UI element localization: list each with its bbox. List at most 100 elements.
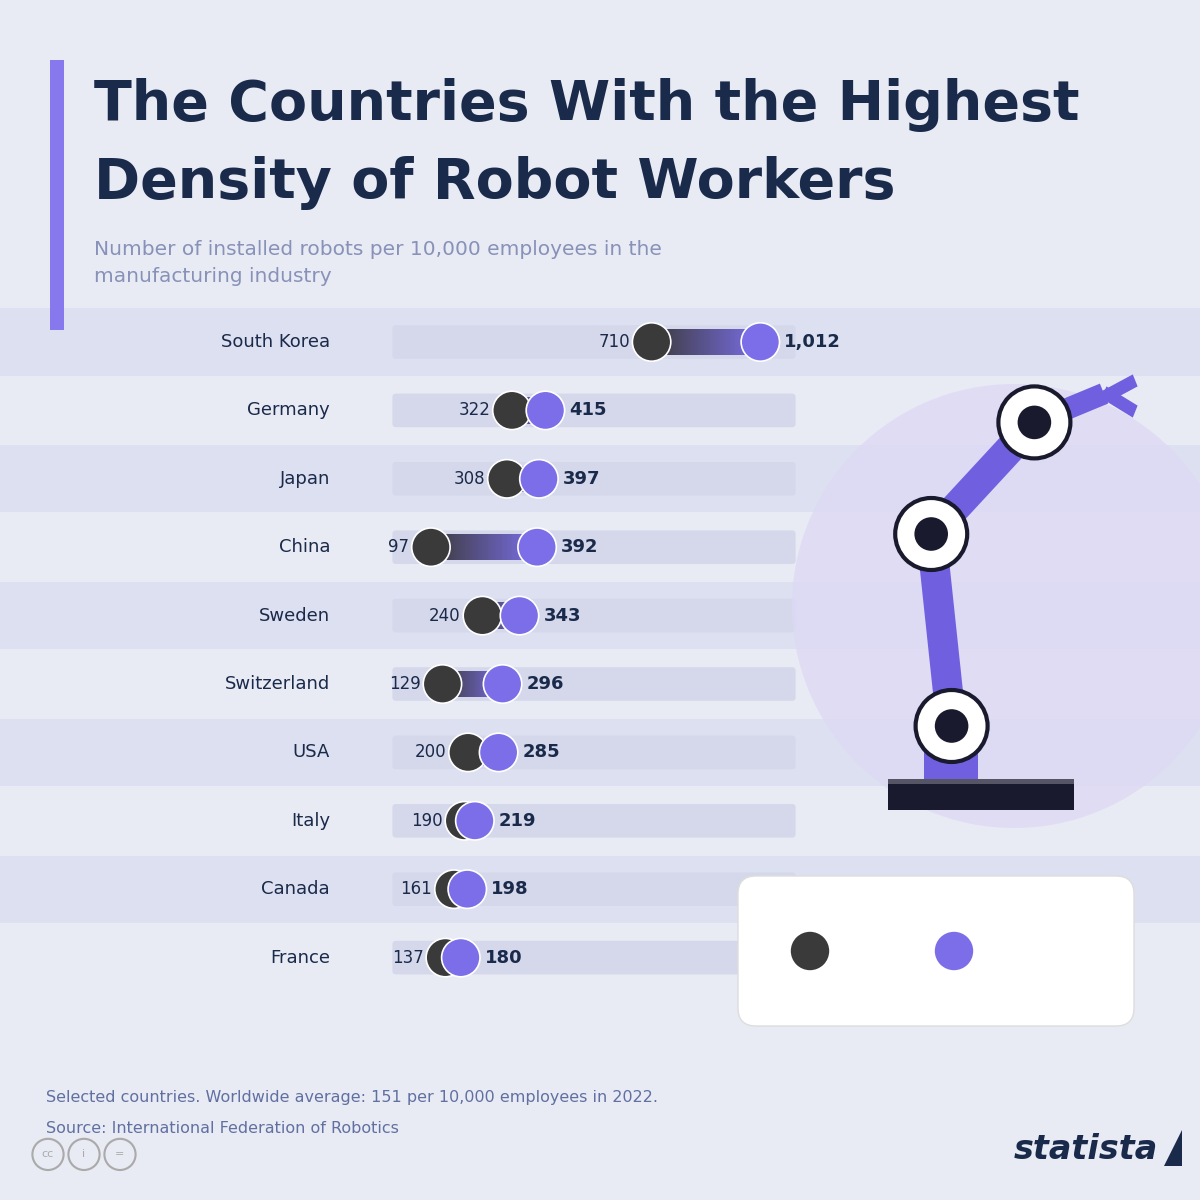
Bar — [480, 534, 482, 560]
Circle shape — [1018, 406, 1051, 439]
Text: 200: 200 — [415, 744, 446, 762]
Bar — [491, 534, 493, 560]
Circle shape — [487, 460, 526, 498]
Bar — [467, 534, 468, 560]
Bar — [673, 329, 676, 355]
Bar — [493, 534, 494, 560]
FancyBboxPatch shape — [392, 394, 796, 427]
Bar — [527, 534, 528, 560]
Bar — [433, 534, 434, 560]
Bar — [737, 329, 738, 355]
Text: 285: 285 — [523, 744, 560, 762]
Bar — [755, 329, 757, 355]
FancyBboxPatch shape — [392, 599, 796, 632]
Bar — [464, 534, 467, 560]
Polygon shape — [1031, 384, 1108, 432]
Bar — [438, 534, 439, 560]
Bar — [751, 329, 754, 355]
Circle shape — [493, 391, 532, 430]
Circle shape — [463, 596, 502, 635]
Circle shape — [632, 323, 671, 361]
Bar — [684, 329, 686, 355]
Text: 296: 296 — [527, 674, 564, 694]
Polygon shape — [1102, 386, 1138, 418]
Bar — [676, 329, 677, 355]
Bar — [713, 329, 715, 355]
Circle shape — [742, 323, 780, 361]
Bar — [498, 534, 500, 560]
Text: 198: 198 — [491, 881, 529, 898]
FancyBboxPatch shape — [392, 872, 796, 906]
Text: 415: 415 — [570, 401, 607, 420]
Circle shape — [526, 391, 565, 430]
Text: 161: 161 — [401, 881, 432, 898]
Bar — [502, 534, 504, 560]
Text: 190: 190 — [412, 812, 443, 830]
Bar — [680, 329, 683, 355]
Bar — [731, 329, 733, 355]
Text: Number of installed robots per 10,000 employees in the
manufacturing industry: Number of installed robots per 10,000 em… — [94, 240, 661, 286]
FancyBboxPatch shape — [392, 667, 796, 701]
Circle shape — [448, 870, 486, 908]
Text: 308: 308 — [454, 470, 485, 487]
Bar — [490, 534, 491, 560]
Bar — [463, 534, 464, 560]
Bar — [474, 534, 475, 560]
Text: Japan: Japan — [280, 470, 330, 487]
Bar — [683, 329, 684, 355]
Bar — [730, 329, 731, 355]
Bar — [659, 329, 661, 355]
Circle shape — [998, 386, 1070, 458]
FancyBboxPatch shape — [392, 462, 796, 496]
Text: 137: 137 — [392, 948, 424, 967]
Bar — [532, 534, 534, 560]
Circle shape — [791, 931, 829, 970]
FancyBboxPatch shape — [392, 941, 796, 974]
Circle shape — [484, 665, 522, 703]
Bar — [486, 534, 487, 560]
Bar — [534, 534, 535, 560]
Text: 322: 322 — [458, 401, 491, 420]
Bar — [450, 534, 452, 560]
Bar — [652, 329, 654, 355]
Bar — [472, 534, 473, 560]
Bar — [742, 329, 744, 355]
Circle shape — [445, 802, 484, 840]
Bar — [468, 534, 470, 560]
Bar — [697, 329, 698, 355]
Bar — [701, 329, 702, 355]
Text: Source: International Federation of Robotics: Source: International Federation of Robo… — [46, 1121, 398, 1135]
Bar — [50, 60, 64, 330]
Bar — [434, 534, 437, 560]
Bar — [528, 534, 530, 560]
Bar — [479, 534, 480, 560]
Bar — [0, 582, 1200, 649]
Bar — [661, 329, 662, 355]
Bar — [504, 534, 505, 560]
Text: Selected countries. Worldwide average: 151 per 10,000 employees in 2022.: Selected countries. Worldwide average: 1… — [46, 1090, 658, 1104]
Bar — [508, 534, 509, 560]
Text: 1,012: 1,012 — [785, 332, 841, 350]
Bar — [704, 329, 706, 355]
Circle shape — [895, 498, 967, 570]
Text: 219: 219 — [499, 812, 536, 830]
Text: Density of Robot Workers: Density of Robot Workers — [94, 156, 895, 210]
Polygon shape — [924, 726, 978, 784]
Bar — [0, 514, 1200, 581]
Text: =: = — [115, 1150, 125, 1159]
Bar — [521, 534, 523, 560]
Bar — [494, 534, 497, 560]
Bar — [524, 534, 527, 560]
Circle shape — [520, 460, 558, 498]
Bar — [0, 377, 1200, 444]
Bar — [484, 534, 486, 560]
Bar — [456, 534, 457, 560]
Bar — [654, 329, 655, 355]
Bar — [709, 329, 712, 355]
Bar — [500, 534, 502, 560]
Text: 710: 710 — [599, 332, 630, 350]
Bar — [722, 329, 724, 355]
Bar — [445, 534, 446, 560]
Bar — [690, 329, 691, 355]
Bar — [516, 534, 517, 560]
